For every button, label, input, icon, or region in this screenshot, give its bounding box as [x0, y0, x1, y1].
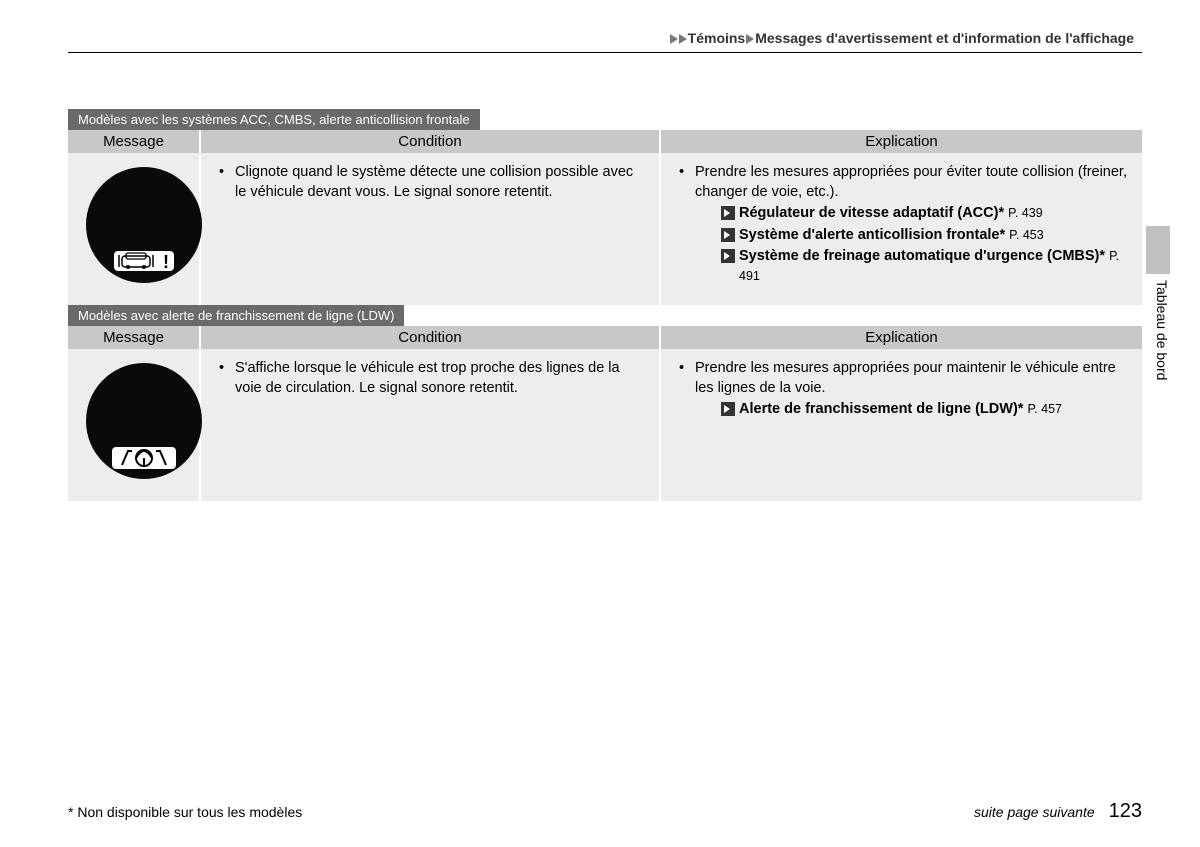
arrow-icon: [721, 206, 735, 220]
explication-cell: Prendre les mesures appropriées pour mai…: [660, 349, 1142, 501]
breadcrumb-item: Témoins: [688, 30, 746, 46]
breadcrumb: Témoins Messages d'avertissement et d'inf…: [68, 30, 1142, 52]
page-number: 123: [1109, 800, 1142, 823]
lane-departure-icon: [82, 359, 206, 483]
column-header-explication: Explication: [660, 326, 1142, 349]
breadcrumb-item: Messages d'avertissement et d'informatio…: [755, 30, 1134, 46]
arrow-icon: [721, 249, 735, 263]
column-header-condition: Condition: [200, 326, 660, 349]
triangle-icon: [679, 34, 687, 44]
footnote: * Non disponible sur tous les modèles: [68, 804, 302, 820]
column-header-condition: Condition: [200, 130, 660, 153]
condition-text: Clignote quand le système détecte une co…: [219, 163, 645, 202]
column-header-explication: Explication: [660, 130, 1142, 153]
message-icon-cell: [68, 349, 200, 501]
continued-label: suite page suivante: [974, 804, 1095, 820]
page-footer: * Non disponible sur tous les modèles su…: [68, 800, 1142, 823]
svg-text:!: !: [163, 252, 169, 272]
explication-cell: Prendre les mesures appropriées pour évi…: [660, 153, 1142, 305]
condition-text: S'affiche lorsque le véhicule est trop p…: [219, 359, 645, 398]
message-table-2: Message Condition Explication S'affiche …: [68, 326, 1142, 501]
triangle-icon: [746, 34, 754, 44]
message-table-1: Message Condition Explication ! C: [68, 130, 1142, 305]
arrow-icon: [721, 402, 735, 416]
condition-cell: Clignote quand le système détecte une co…: [200, 153, 660, 305]
arrow-icon: [721, 228, 735, 242]
explication-lead: Prendre les mesures appropriées pour mai…: [695, 360, 1116, 396]
reference-link: Alerte de franchissement de ligne (LDW)*…: [695, 400, 1128, 420]
reference-link: Régulateur de vitesse adaptatif (ACC)* P…: [695, 204, 1128, 224]
section-tag: Modèles avec les systèmes ACC, CMBS, ale…: [68, 109, 480, 130]
triangle-icon: [670, 34, 678, 44]
collision-warning-icon: !: [82, 163, 206, 287]
section-tag: Modèles avec alerte de franchissement de…: [68, 305, 404, 326]
divider: [68, 52, 1142, 53]
reference-link: Système d'alerte anticollision frontale*…: [695, 226, 1128, 246]
message-icon-cell: !: [68, 153, 200, 305]
condition-cell: S'affiche lorsque le véhicule est trop p…: [200, 349, 660, 501]
reference-link: Système de freinage automatique d'urgenc…: [695, 247, 1128, 286]
explication-lead: Prendre les mesures appropriées pour évi…: [695, 164, 1127, 200]
column-header-message: Message: [68, 130, 200, 153]
column-header-message: Message: [68, 326, 200, 349]
side-section-label: Tableau de bord: [1154, 280, 1170, 380]
side-tab: [1146, 226, 1170, 274]
